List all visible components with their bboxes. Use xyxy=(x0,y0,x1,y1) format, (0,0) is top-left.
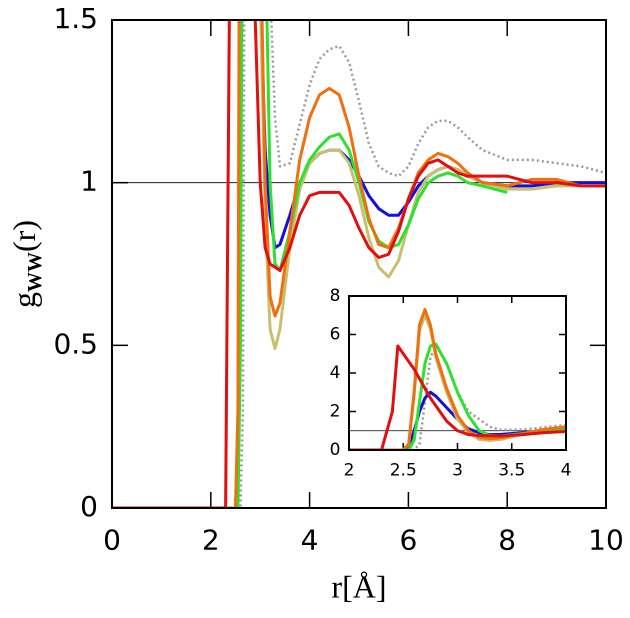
series-line xyxy=(112,20,606,508)
series-line xyxy=(349,344,566,450)
y-label-main: g xyxy=(6,292,42,308)
y-axis-label: gWW(r) xyxy=(6,220,45,308)
plot-frame xyxy=(348,295,567,451)
series-line xyxy=(112,20,606,508)
x-tick-label: 6 xyxy=(399,524,417,557)
x-tick-label: 3.5 xyxy=(498,460,525,480)
y-label-sub: WW xyxy=(24,252,46,292)
x-axis-label: r[Å] xyxy=(331,568,386,604)
series-line xyxy=(112,20,606,508)
y-tick-label: 6 xyxy=(330,325,341,345)
y-tick-label: 4 xyxy=(330,363,341,383)
x-tick-label: 10 xyxy=(588,524,624,557)
plot-frame xyxy=(111,19,607,509)
y-tick-label: 0.5 xyxy=(53,327,98,360)
x-tick-label: 2 xyxy=(344,460,355,480)
series-line xyxy=(349,342,566,450)
x-tick-label: 3 xyxy=(452,460,463,480)
y-tick-label: 0 xyxy=(80,490,98,523)
x-tick-label: 8 xyxy=(498,524,516,557)
inset-background xyxy=(349,296,566,450)
y-tick-label: 1 xyxy=(80,165,98,198)
x-tick-label: 0 xyxy=(103,524,121,557)
y-tick-label: 0 xyxy=(330,440,341,460)
x-tick-label: 4 xyxy=(561,460,572,480)
x-tick-label: 4 xyxy=(301,524,319,557)
x-tick-label: 2 xyxy=(202,524,220,557)
series-line xyxy=(112,20,606,508)
y-label-tail: (r) xyxy=(6,220,42,252)
y-tick-label: 1.5 xyxy=(53,2,98,35)
series-line xyxy=(112,20,508,508)
y-tick-label: 2 xyxy=(330,402,341,422)
x-tick-label: 2.5 xyxy=(390,460,417,480)
series-line xyxy=(349,307,566,450)
y-tick-label: 8 xyxy=(330,286,341,306)
